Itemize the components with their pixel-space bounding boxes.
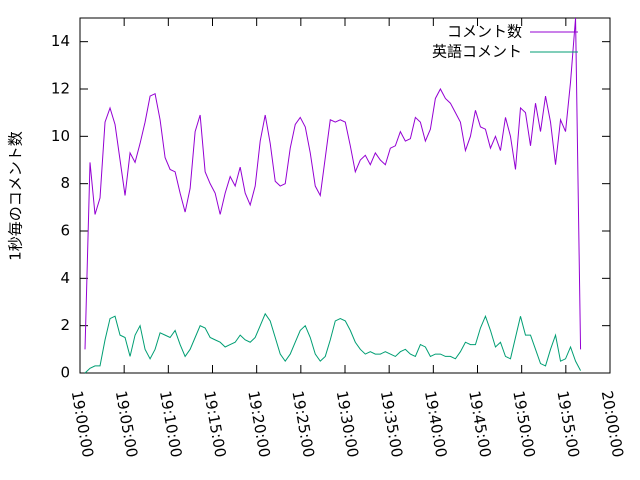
y-tick-label: 2 xyxy=(60,316,70,334)
y-tick-label: 6 xyxy=(60,222,70,240)
x-tick-label: 19:45:00 xyxy=(465,389,494,458)
x-tick-label: 19:00:00 xyxy=(68,389,97,458)
x-tick-label: 19:40:00 xyxy=(421,389,450,458)
x-tick-label: 19:25:00 xyxy=(288,389,317,458)
series-line xyxy=(84,312,582,374)
plot-border xyxy=(79,17,611,374)
x-tick-label: 19:50:00 xyxy=(509,389,538,458)
x-tick-label: 19:05:00 xyxy=(112,389,141,458)
y-tick-label: 12 xyxy=(51,80,70,98)
x-tick-label: 19:20:00 xyxy=(244,389,273,458)
x-tick-label: 20:00:00 xyxy=(598,389,627,458)
x-tick-label: 19:30:00 xyxy=(333,389,362,458)
y-axis-label: 1秒毎のコメント数 xyxy=(7,131,25,261)
y-tick-label: 14 xyxy=(51,32,70,50)
y-tick-label: 8 xyxy=(60,174,70,192)
series-line xyxy=(84,17,582,350)
x-tick-label: 19:10:00 xyxy=(156,389,185,458)
y-tick-label: 4 xyxy=(60,269,70,287)
x-tick-label: 19:35:00 xyxy=(377,389,406,458)
legend-label: 英語コメント xyxy=(432,43,522,61)
legend-label: コメント数 xyxy=(447,23,522,41)
y-tick-label: 0 xyxy=(60,364,70,382)
y-tick-label: 10 xyxy=(51,127,70,145)
x-tick-label: 19:55:00 xyxy=(553,389,582,458)
x-tick-label: 19:15:00 xyxy=(200,389,229,458)
